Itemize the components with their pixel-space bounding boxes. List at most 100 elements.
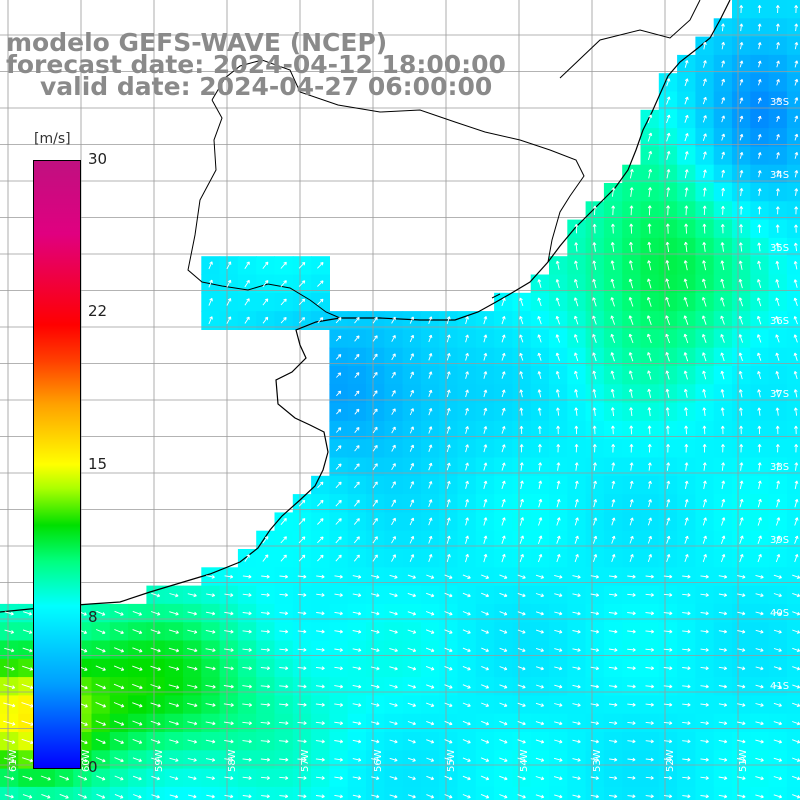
wind-arrow — [501, 480, 506, 490]
wind-arrow — [721, 498, 726, 508]
wind-arrow — [627, 647, 636, 652]
wind-arrow — [480, 739, 490, 744]
wind-arrow — [773, 648, 782, 652]
wind-arrow — [95, 665, 106, 671]
wind-arrow — [389, 666, 398, 671]
wind-arrow — [242, 666, 252, 671]
wind-arrow — [702, 425, 707, 435]
wind-arrow — [666, 187, 671, 197]
wind-arrow — [335, 554, 342, 562]
wind-arrow — [352, 757, 362, 762]
speed-cell — [585, 786, 605, 800]
wind-arrow — [151, 775, 161, 781]
wind-arrow — [499, 739, 508, 744]
wind-arrow — [483, 316, 488, 325]
speed-cell — [475, 786, 495, 800]
wind-arrow — [608, 593, 618, 597]
wind-arrow — [663, 702, 673, 707]
wind-arrow — [206, 593, 216, 598]
wind-arrow — [462, 739, 471, 744]
wind-arrow — [663, 757, 673, 762]
wind-arrow — [721, 23, 725, 32]
wind-arrow — [628, 370, 634, 380]
wind-arrow — [574, 425, 579, 435]
wind-arrow — [352, 721, 362, 726]
wind-arrow — [665, 333, 671, 344]
wind-arrow — [666, 96, 671, 105]
wind-arrow — [242, 794, 252, 799]
wind-arrow — [793, 316, 798, 325]
wind-arrow — [665, 388, 670, 398]
wind-arrow — [701, 315, 707, 325]
wind-arrow — [775, 260, 780, 270]
wind-arrow — [684, 151, 689, 160]
wind-arrow — [481, 611, 489, 616]
wind-arrow — [739, 425, 743, 435]
wind-arrow — [132, 629, 143, 635]
wind-arrow — [335, 499, 342, 507]
wind-arrow — [738, 297, 744, 307]
wind-arrow — [428, 407, 433, 416]
wind-arrow — [444, 647, 453, 653]
wind-arrow — [721, 169, 726, 178]
wind-arrow — [608, 574, 618, 579]
wind-arrow — [773, 593, 782, 598]
wind-arrow — [483, 334, 488, 343]
wind-arrow — [446, 316, 451, 325]
wind-arrow — [702, 187, 707, 197]
wind-arrow — [757, 407, 762, 416]
wind-arrow — [371, 794, 380, 799]
wind-arrow — [537, 279, 542, 288]
wind-arrow — [739, 517, 744, 526]
wind-arrow — [645, 775, 654, 780]
wind-arrow — [95, 720, 106, 726]
wind-arrow — [462, 794, 471, 799]
wind-arrow — [629, 168, 634, 179]
wind-arrow — [481, 665, 489, 671]
wind-arrow — [793, 334, 798, 343]
wind-arrow — [465, 517, 469, 526]
wind-arrow — [206, 794, 215, 799]
wind-arrow — [627, 629, 636, 634]
wind-arrow — [701, 297, 707, 307]
wind-arrow — [446, 517, 451, 526]
wind-arrow — [648, 187, 652, 197]
wind-arrow — [3, 666, 15, 671]
wind-arrow — [519, 389, 524, 398]
wind-arrow — [647, 278, 652, 289]
wind-arrow — [720, 242, 725, 252]
wind-arrow — [739, 133, 744, 141]
wind-arrow — [223, 721, 234, 726]
wind-arrow — [317, 280, 324, 287]
wind-arrow — [554, 629, 563, 634]
wind-arrow — [535, 757, 545, 762]
wind-arrow — [775, 224, 780, 233]
wind-arrow — [151, 757, 161, 763]
wind-arrow — [609, 721, 618, 726]
wind-arrow — [592, 554, 598, 563]
wind-arrow — [372, 335, 378, 342]
speed-cell — [237, 786, 257, 800]
wind-arrow — [446, 334, 451, 343]
wind-arrow — [370, 666, 380, 671]
wind-arrow — [223, 684, 234, 689]
wind-arrow — [428, 554, 433, 563]
wind-arrow — [297, 776, 307, 780]
wind-arrow — [682, 666, 691, 671]
wind-arrow — [684, 60, 689, 68]
speed-cell — [786, 201, 800, 221]
wind-arrow — [317, 536, 324, 544]
wind-arrow — [389, 684, 398, 689]
wind-arrow — [41, 793, 51, 799]
speed-cell — [183, 786, 202, 800]
wind-arrow — [592, 444, 597, 453]
wind-arrow — [684, 443, 689, 453]
wind-arrow — [572, 593, 581, 598]
wind-arrow — [96, 629, 106, 635]
wind-arrow — [684, 480, 689, 489]
wind-arrow — [517, 720, 526, 726]
wind-arrow — [663, 794, 673, 799]
wind-arrow — [519, 535, 525, 544]
wind-arrow — [187, 611, 198, 616]
speed-cell — [402, 786, 422, 800]
